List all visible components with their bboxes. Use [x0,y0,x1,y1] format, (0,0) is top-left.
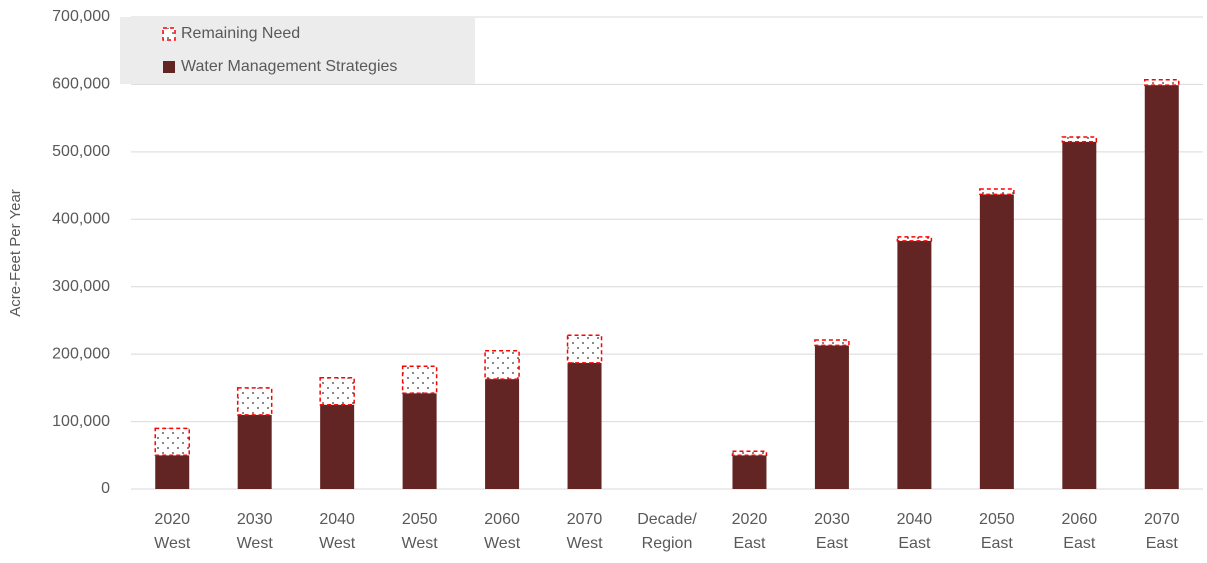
bar-segment [485,379,520,489]
x-tick-label: 2030 [814,511,850,528]
x-tick-label: West [237,535,274,552]
y-tick-label: 500,000 [52,143,110,160]
x-tick-label: 2050 [979,511,1015,528]
bar-segment [484,350,520,380]
x-tick-label: 2050 [402,511,438,528]
y-axis-label: Acre-Feet Per Year [7,189,24,317]
bar-segment [401,365,438,395]
x-tick-label: West [154,535,191,552]
x-tick-label: 2070 [567,511,603,528]
bar-segment [814,339,850,347]
bar-segment [897,240,932,489]
bar-segment [567,362,602,489]
bar-segment [814,345,849,489]
x-tick-label: West [319,535,356,552]
legend-box [120,17,475,84]
y-tick-label: 400,000 [52,211,110,228]
bar-segment [979,188,1015,196]
legend-label: Water Management Strategies [181,58,397,75]
bar-segment [1144,78,1180,86]
bar-segment [155,455,190,489]
x-tick-label: East [898,535,931,552]
x-tick-label: 2020 [732,511,768,528]
x-tick-label: 2020 [154,511,190,528]
y-tick-label: 200,000 [52,345,110,362]
x-tick-label: East [981,535,1014,552]
bar-segment [1144,85,1179,490]
bar-segment [896,236,933,242]
y-tick-label: 600,000 [52,76,110,93]
x-tick-label: 2040 [897,511,933,528]
y-tick-label: 0 [101,480,110,497]
x-tick-label: 2040 [319,511,355,528]
bar-segment [1061,136,1098,143]
x-tick-label: Region [642,535,693,552]
y-tick-label: 300,000 [52,278,110,295]
x-tick-label: West [484,535,521,552]
legend-swatch [163,61,175,73]
x-tick-label: East [733,535,766,552]
x-tick-label: East [1146,535,1179,552]
bar-segment [237,414,272,489]
bar-segment [731,450,768,457]
bar-segment [320,404,355,489]
bar-segment [236,387,273,416]
bar-segment [154,427,190,457]
x-tick-label: West [402,535,439,552]
bar-segment [402,393,437,489]
bar-segment [566,334,603,364]
x-tick-label: East [1063,535,1096,552]
legend-swatch [162,27,176,41]
x-tick-label: 2060 [1062,511,1098,528]
x-tick-label: Decade/ [637,511,697,528]
y-tick-label: 100,000 [52,413,110,430]
bar-segment [1062,141,1097,489]
x-tick-label: 2070 [1144,511,1180,528]
x-tick-label: 2030 [237,511,273,528]
bar-segment [319,376,355,406]
x-tick-label: 2060 [484,511,520,528]
legend-label: Remaining Need [181,25,300,42]
bar-segment [732,455,767,489]
bar-segment [979,194,1014,489]
y-tick-label: 700,000 [52,8,110,25]
x-tick-label: West [566,535,603,552]
x-tick-label: East [816,535,849,552]
